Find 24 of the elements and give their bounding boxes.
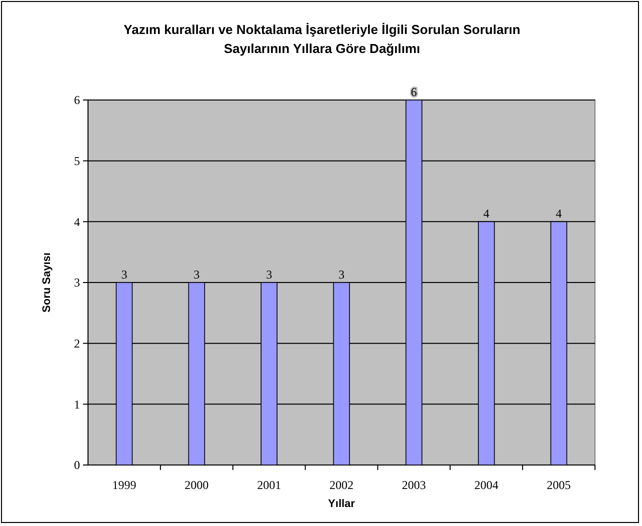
y-tick-label: 0	[74, 458, 80, 472]
y-tick-label: 3	[74, 276, 80, 290]
x-tick-label: 2005	[546, 478, 571, 492]
data-label: 3	[121, 268, 128, 282]
data-label: 6	[410, 85, 417, 99]
x-axis-title: Yıllar	[328, 498, 356, 510]
y-tick-label: 6	[74, 93, 80, 108]
y-axis-title: Soru Sayısı	[41, 252, 53, 312]
chart-title: Yazım kuralları ve Noktalama İşaretleriyle İlgili Sorulan Soruların Sayılarının Yıllara Göre Dağılımı	[124, 22, 520, 56]
data-label: 4	[556, 206, 562, 221]
x-tick-label: 2000	[184, 478, 209, 492]
data-label: 3	[338, 268, 344, 282]
data-label: 3	[194, 268, 200, 282]
y-tick-label: 2	[74, 336, 80, 351]
data-label: 3	[266, 268, 272, 282]
y-tick-label: 1	[74, 397, 80, 412]
x-tick-label: 2001	[257, 478, 282, 492]
data-label: 4	[483, 206, 490, 221]
x-tick-label: 2004	[474, 478, 498, 492]
y-tick-label: 4	[74, 214, 80, 229]
x-tick-label: 2003	[402, 478, 426, 492]
x-tick-label: 2002	[330, 478, 354, 492]
x-tick-label: 1999	[112, 478, 136, 492]
y-tick-label: 5	[74, 154, 80, 168]
